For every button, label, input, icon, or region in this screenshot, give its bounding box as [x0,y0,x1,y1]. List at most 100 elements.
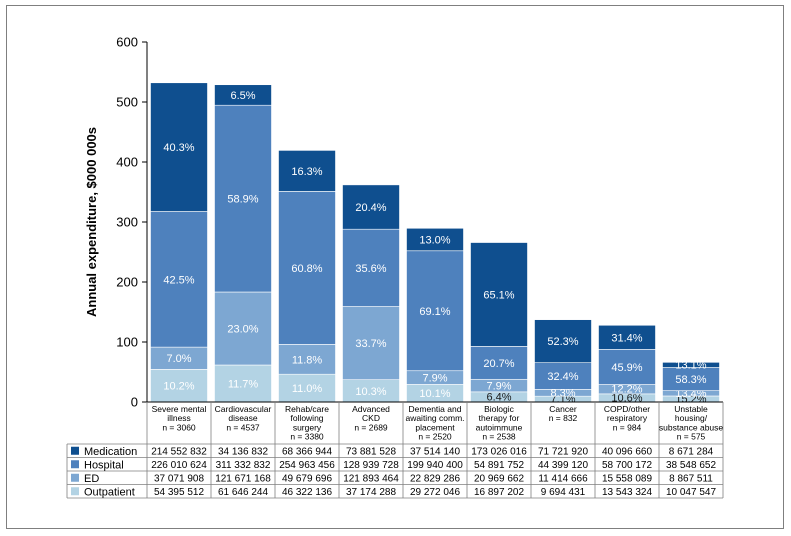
table-cell: 16 897 202 [474,487,524,498]
bar-ed [214,291,272,366]
table-cell: 11 414 666 [538,473,588,484]
table-cell: 54 891 752 [474,460,524,471]
data-label-medication: 31.4% [611,332,642,344]
data-label-hospital: 60.8% [291,263,322,275]
table-cell: 44 399 120 [538,460,588,471]
category-n-label: n = 832 [549,413,578,423]
table-cell: 37 514 140 [410,446,460,457]
table-cell: 54 395 512 [154,487,204,498]
legend-swatch-medication [71,446,79,455]
data-label-medication: 13.0% [419,235,450,247]
data-label-medication: 52.3% [547,336,578,348]
table-cell: 40 096 660 [602,446,652,457]
data-label-ed: 7.9% [486,381,511,393]
y-tick-label: 100 [116,335,138,350]
category-n-label: n = 2689 [354,422,388,432]
legend-label-hospital: Hospital [84,459,124,471]
data-label-outpatient: 10.2% [163,381,194,393]
category-label: housing/ [675,413,708,423]
table-cell: 22 829 286 [410,473,460,484]
bar-medication [470,242,528,347]
bar-ed [342,306,400,380]
table-cell: 8 867 511 [669,473,713,484]
bar-medication [662,362,720,368]
category-label: substance abuse [659,422,724,432]
table-cell: 173 026 016 [471,446,527,457]
data-label-medication: 16.3% [291,166,322,178]
bar-medication [406,227,464,252]
table-cell: 9 694 431 [541,487,586,498]
table-cell: 10 047 547 [666,487,716,498]
data-label-hospital: 69.1% [419,306,450,318]
data-label-hospital: 58.9% [227,194,258,206]
category-label: Rehab/care [285,404,329,414]
y-tick-label: 0 [131,395,138,410]
data-label-outpatient: 11.0% [292,383,323,395]
bar-medication [534,319,592,363]
data-label-hospital: 58.3% [675,374,706,386]
bar-hospital [278,191,336,345]
category-n-label: n = 4537 [226,422,260,432]
table-cell: 20 969 662 [474,473,524,484]
category-label: therapy for [479,413,520,423]
table-cell: 71 721 920 [538,446,588,457]
table-cell: 73 881 528 [346,446,396,457]
legend-label-ed: ED [84,473,99,485]
table-cell: 34 136 832 [218,446,268,457]
category-label: surgery [293,422,322,432]
table-cell: 199 940 400 [407,460,463,471]
table-cell: 311 332 832 [216,460,271,471]
data-label-hospital: 20.7% [483,358,514,370]
category-label: CKD [362,413,380,423]
axes: 0 100 200 300 400 500 600 [116,35,723,410]
data-label-medication: 6.5% [230,90,255,102]
table-cell: 38 548 652 [666,460,716,471]
legend-swatch-hospital [71,460,79,469]
data-label-medication: 20.4% [355,202,386,214]
category-n-label: n = 3380 [290,432,324,442]
category-n-label: n = 984 [613,422,642,432]
category-label: awaiting comm. [405,413,464,423]
table-cell: 13 543 324 [602,487,652,498]
table-cell: 58 700 172 [602,460,652,471]
category-label: disease [228,413,258,423]
table-cell: 61 646 244 [218,487,268,498]
table-cell: 128 939 728 [343,460,399,471]
category-label: Unstable [674,404,708,414]
bar-hospital [470,346,528,380]
bar-ed [278,344,336,375]
category-label: respiratory [607,413,648,423]
category-label: Dementia and [409,404,462,414]
table-cell: 68 366 944 [282,446,332,457]
data-label-medication: 65.1% [483,289,514,301]
category-label: COPD/other [604,404,650,414]
legend-swatch-ed [71,473,79,482]
data-label-outpatient: 6.4% [486,391,511,403]
data-label-outpatient: 10.1% [419,388,450,400]
data-label-medication: 40.3% [163,142,194,154]
table-cell: 214 552 832 [151,446,207,457]
data-label-ed: 7.0% [166,353,191,365]
data-label-outpatient: 10.3% [355,386,386,398]
figure-frame [6,5,784,529]
category-label: illness [167,413,191,423]
data-label-hospital: 35.6% [355,263,386,275]
y-tick-label: 500 [116,95,138,110]
bar-medication [214,84,272,106]
category-label: placement [415,422,455,432]
y-axis-label: Annual expenditure, $000 000s [84,127,99,317]
category-label: autoimmune [476,422,523,432]
category-n-label: n = 575 [677,432,706,442]
category-label: Advanced [352,404,390,414]
bar-hospital [534,362,592,390]
bar-hospital [406,250,464,372]
table-cell: 29 272 046 [410,487,460,498]
table-cell: 121 893 464 [343,473,399,484]
bar-outpatient [214,364,272,403]
legend-label-outpatient: Outpatient [84,486,135,498]
bar-medication [278,150,336,192]
data-label-ed: 8.3% [550,387,575,399]
bar-hospital [214,104,272,293]
